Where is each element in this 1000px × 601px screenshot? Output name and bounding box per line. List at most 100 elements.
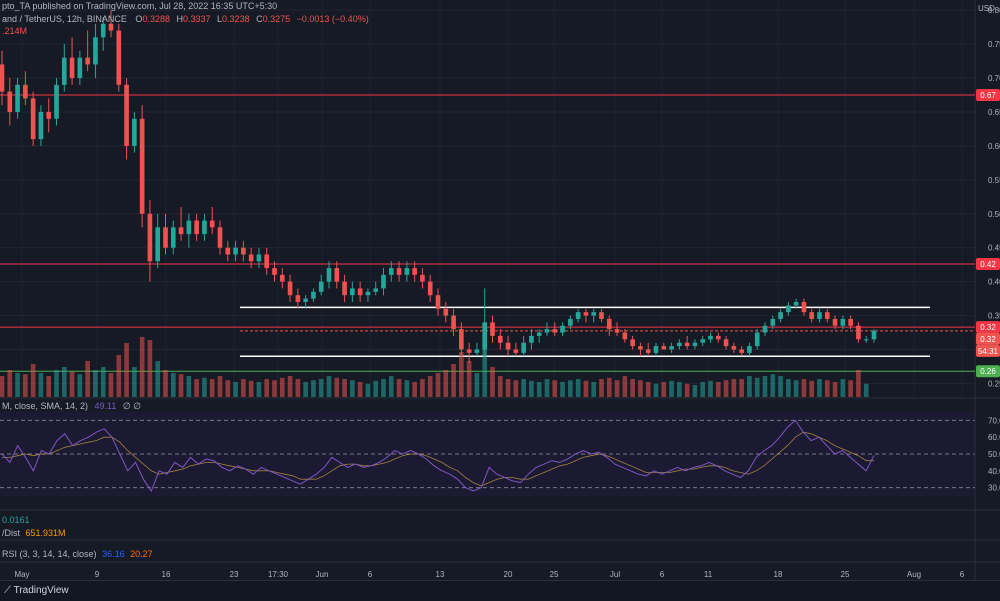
volume-bar (715, 382, 721, 397)
candle-body (139, 118, 145, 214)
volume-bar (606, 377, 612, 397)
published-text: pto_TA published on TradingView.com, Jul… (2, 1, 278, 11)
volume-bar (357, 382, 363, 397)
volume-bar (723, 380, 729, 397)
price-tick-label: 0.50 (988, 210, 1000, 219)
volume-bar (497, 376, 503, 397)
volume-bar (614, 380, 620, 397)
price-axis[interactable]: USD0.800.750.700.650.600.550.500.450.400… (978, 4, 1000, 388)
volume-bar (202, 377, 207, 397)
candle-body (653, 346, 659, 353)
level-badge: 0.32 (980, 323, 996, 332)
candle-body (85, 57, 90, 65)
stoch-k-value: 36.16 (102, 549, 125, 559)
rsi-line (1, 419, 875, 493)
volume-bar (630, 379, 635, 397)
candle-body (427, 281, 433, 296)
volume-bar (638, 380, 643, 397)
volume-bar (303, 382, 308, 397)
stoch-label[interactable]: RSI (3, 3, 14, 14, close) (2, 549, 97, 559)
last-price-badge: 0.32 (980, 335, 996, 344)
volume-bar (132, 367, 137, 397)
volume-bar (770, 374, 776, 397)
candle-body (544, 329, 550, 333)
volume-bar (365, 383, 371, 397)
low-value: 0.3238 (222, 14, 250, 24)
candle-body (7, 91, 13, 112)
candle-body (700, 339, 706, 343)
candle-body (863, 339, 869, 341)
time-axis[interactable]: May 9 16 23 17:30 Jun 6 13 20 25 Jul 6 11 18 25 Aug 6 (14, 570, 964, 579)
candle-body (490, 322, 495, 336)
candle-body (583, 312, 589, 316)
candle-body (824, 312, 830, 319)
price-axis-unit: USD (978, 4, 995, 13)
candle-body (326, 268, 332, 282)
footer-bar: ⟋ TradingView (0, 580, 1000, 601)
candle-body (116, 30, 122, 85)
accdist-label[interactable]: /Dist (2, 528, 20, 538)
volume-bar (490, 367, 495, 397)
rsi-legend: M, close, SMA, 14, 2) 49.11 ∅ ∅ (2, 401, 141, 412)
level-badge-bg (976, 365, 1000, 378)
volume-bar (793, 380, 799, 397)
candle-body (412, 268, 417, 275)
volume-bar (381, 379, 386, 397)
volume-bar (560, 382, 565, 397)
volume-bar (863, 383, 869, 397)
candle-body (186, 220, 192, 235)
volume-bar (23, 374, 28, 397)
volume-bar (170, 373, 176, 397)
price-tick-label: 0.70 (988, 74, 1000, 83)
volume-bar (420, 379, 425, 397)
candle-body (334, 268, 340, 282)
rsi-axis[interactable]: 70.00 60.00 50.00 40.00 30.00 (988, 416, 1000, 492)
level-badge: 0.42 (980, 260, 996, 269)
candle-body (303, 298, 308, 302)
volume-bar (661, 382, 667, 397)
candle-body (163, 227, 168, 248)
candle-body (170, 227, 176, 248)
candle-body (225, 247, 231, 255)
rsi-legend-text[interactable]: M, close, SMA, 14, 2) (2, 401, 89, 411)
time-tick-label: 6 (368, 570, 373, 579)
volume-bar (443, 370, 449, 397)
chart-canvas[interactable]: USD0.800.750.700.650.600.550.500.450.400… (0, 0, 1000, 580)
time-tick-label: 6 (660, 570, 665, 579)
rsi-tick-label: 60.00 (988, 433, 1000, 442)
volume-bars (0, 337, 869, 397)
candle-body (638, 346, 643, 350)
candle-body (100, 23, 106, 38)
volume-bar (15, 373, 20, 397)
candle-body (311, 291, 316, 299)
candle-body (38, 111, 44, 140)
volume-bar (116, 355, 122, 397)
price-tick-label: 0.35 (988, 312, 1000, 321)
high-value: 0.3337 (182, 14, 211, 24)
volume-bar (459, 352, 464, 397)
volume-bar (669, 380, 674, 397)
candle-body (521, 342, 526, 353)
candle-body (840, 318, 846, 326)
volume-bar (272, 380, 277, 397)
tradingview-logo[interactable]: ⟋ TradingView (4, 585, 69, 596)
candle-body (388, 268, 394, 275)
symbol-name[interactable]: and / TetherUS, 12h, BINANCE (2, 14, 127, 24)
volume-bar (435, 373, 441, 397)
candle-body (770, 318, 776, 326)
candle-body (848, 318, 853, 326)
volume-bar (575, 379, 581, 397)
price-badges: 0.67 0.42 0.32 0.26 0.32 54:31 (976, 89, 1000, 378)
candle-body (287, 281, 293, 296)
price-pane[interactable] (0, 0, 975, 397)
candle-body (622, 332, 628, 340)
candle-body (762, 325, 768, 333)
volume-bar (427, 376, 433, 397)
candle-body (552, 329, 558, 333)
candle-body (357, 288, 363, 296)
price-tick-label: 0.55 (988, 176, 1000, 185)
candle-body (420, 274, 425, 282)
countdown-badge: 54:31 (978, 347, 999, 356)
volume-bar (318, 379, 324, 397)
candle-body (93, 37, 98, 65)
